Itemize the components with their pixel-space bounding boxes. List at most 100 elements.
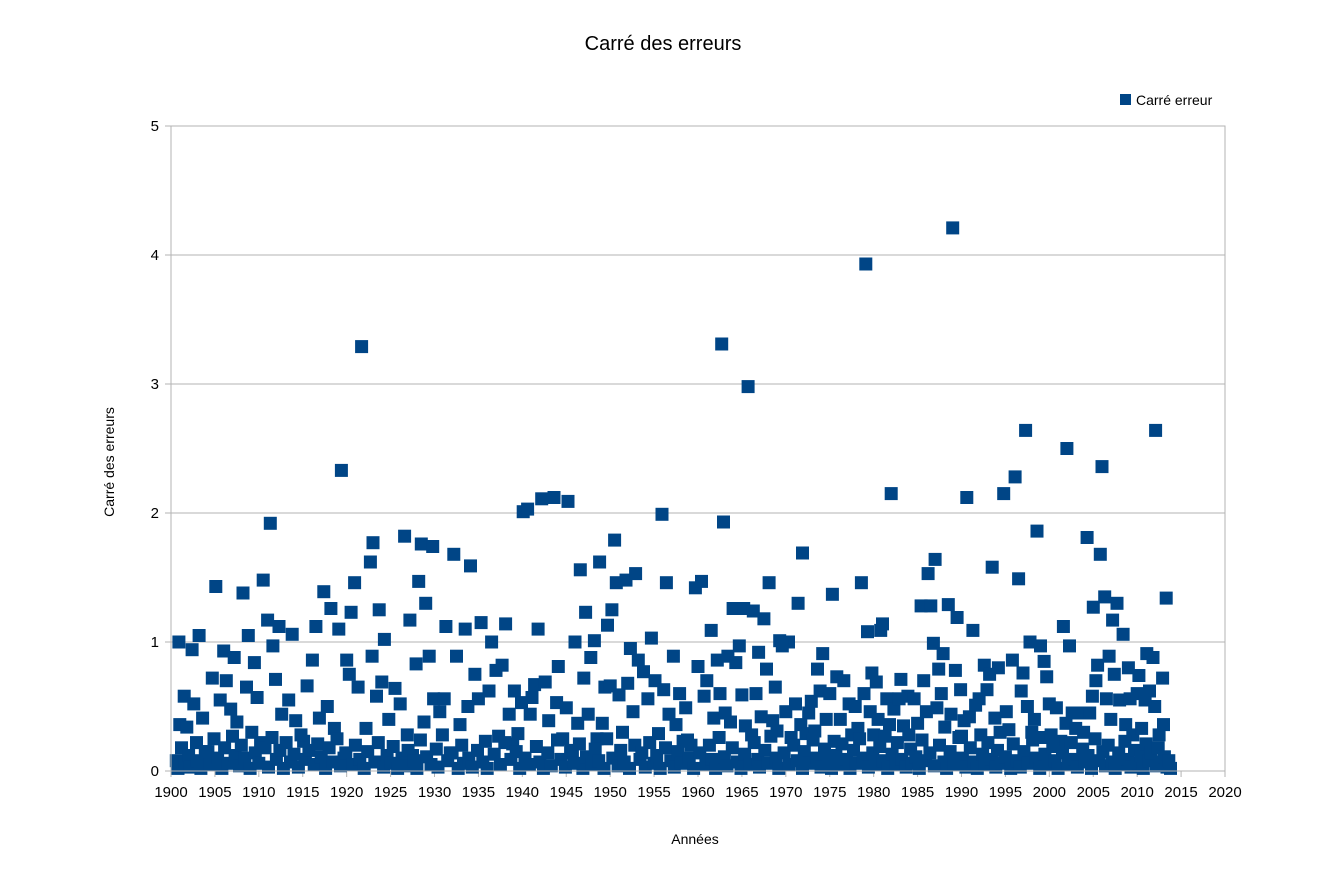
data-point	[712, 731, 726, 744]
data-point	[902, 728, 916, 742]
data-point	[1023, 635, 1037, 649]
data-point	[357, 761, 371, 775]
data-point	[952, 731, 966, 744]
data-point	[282, 693, 296, 707]
data-point	[482, 684, 496, 698]
data-points	[169, 221, 1177, 775]
data-point	[287, 747, 301, 761]
data-point	[393, 697, 407, 711]
data-point	[217, 644, 231, 658]
data-point	[230, 715, 244, 729]
data-point	[372, 603, 386, 617]
data-point	[601, 618, 614, 632]
data-point	[867, 728, 881, 742]
data-point	[1081, 749, 1095, 762]
data-point	[930, 701, 944, 715]
data-point	[1056, 746, 1069, 760]
x-tick-label: 1935	[462, 784, 495, 801]
data-point	[635, 746, 649, 760]
data-point	[348, 576, 362, 590]
data-point	[227, 651, 241, 664]
data-point	[485, 635, 499, 649]
data-point	[883, 718, 896, 732]
data-point	[294, 728, 308, 742]
data-point	[932, 662, 946, 676]
data-point	[218, 741, 232, 755]
data-point	[521, 502, 535, 516]
data-point	[1095, 460, 1109, 474]
data-point	[587, 634, 601, 648]
data-point	[196, 711, 210, 725]
data-point	[205, 671, 219, 685]
y-tick-label: 0	[151, 763, 159, 780]
data-point	[330, 732, 344, 746]
data-point	[666, 649, 680, 663]
data-point	[655, 507, 669, 521]
data-point	[269, 672, 282, 686]
data-point	[413, 733, 427, 747]
data-point	[1056, 620, 1070, 633]
data-point	[948, 663, 962, 677]
data-point	[911, 716, 925, 730]
data-point	[1146, 651, 1160, 664]
data-point	[983, 667, 997, 681]
data-point	[595, 716, 609, 730]
data-point	[515, 696, 528, 710]
data-point	[1027, 712, 1041, 726]
data-point	[359, 721, 373, 735]
data-point	[1034, 639, 1047, 653]
data-point	[489, 663, 503, 677]
x-tick-label: 1940	[506, 784, 539, 801]
data-point	[752, 645, 766, 659]
x-tick-label: 1930	[418, 784, 451, 801]
data-point	[412, 574, 426, 588]
x-tick-label: 2000	[1033, 784, 1066, 801]
data-point	[775, 639, 789, 653]
data-point	[209, 580, 223, 593]
data-point	[669, 718, 683, 732]
data-point	[980, 683, 994, 697]
data-point	[493, 758, 507, 771]
data-point	[880, 692, 894, 706]
data-point	[1121, 661, 1135, 675]
data-point	[1049, 701, 1063, 715]
data-point	[377, 632, 391, 646]
data-point	[1099, 692, 1113, 706]
data-point	[365, 649, 379, 663]
data-point	[741, 380, 755, 394]
data-point	[324, 602, 338, 615]
data-point	[211, 751, 225, 765]
data-point	[1119, 718, 1133, 732]
data-point	[289, 714, 303, 728]
data-point	[644, 631, 658, 645]
data-point	[946, 221, 960, 235]
legend-label-carre-erreur: Carré erreur	[1136, 92, 1213, 108]
data-point	[1106, 613, 1120, 627]
data-point	[1164, 761, 1177, 775]
data-point	[833, 712, 847, 726]
data-point	[835, 737, 849, 751]
data-point	[1107, 667, 1121, 681]
data-point	[766, 714, 780, 728]
x-tick-label: 2020	[1208, 784, 1241, 801]
x-tick-label: 1915	[286, 784, 319, 801]
data-point	[1149, 423, 1163, 437]
data-point	[361, 745, 375, 759]
data-point	[474, 616, 488, 630]
data-point	[498, 736, 512, 750]
data-point	[480, 761, 494, 775]
data-point	[597, 761, 611, 775]
data-point	[662, 707, 676, 721]
data-point	[1085, 689, 1099, 703]
data-point	[1132, 669, 1146, 682]
data-point	[811, 662, 824, 676]
data-point	[924, 599, 938, 613]
data-point	[614, 743, 628, 757]
data-point	[261, 613, 275, 627]
data-point	[551, 660, 565, 673]
data-point	[541, 746, 555, 760]
data-point	[1148, 700, 1162, 713]
data-point	[1083, 706, 1097, 720]
data-point	[715, 337, 729, 351]
data-point	[340, 653, 354, 667]
